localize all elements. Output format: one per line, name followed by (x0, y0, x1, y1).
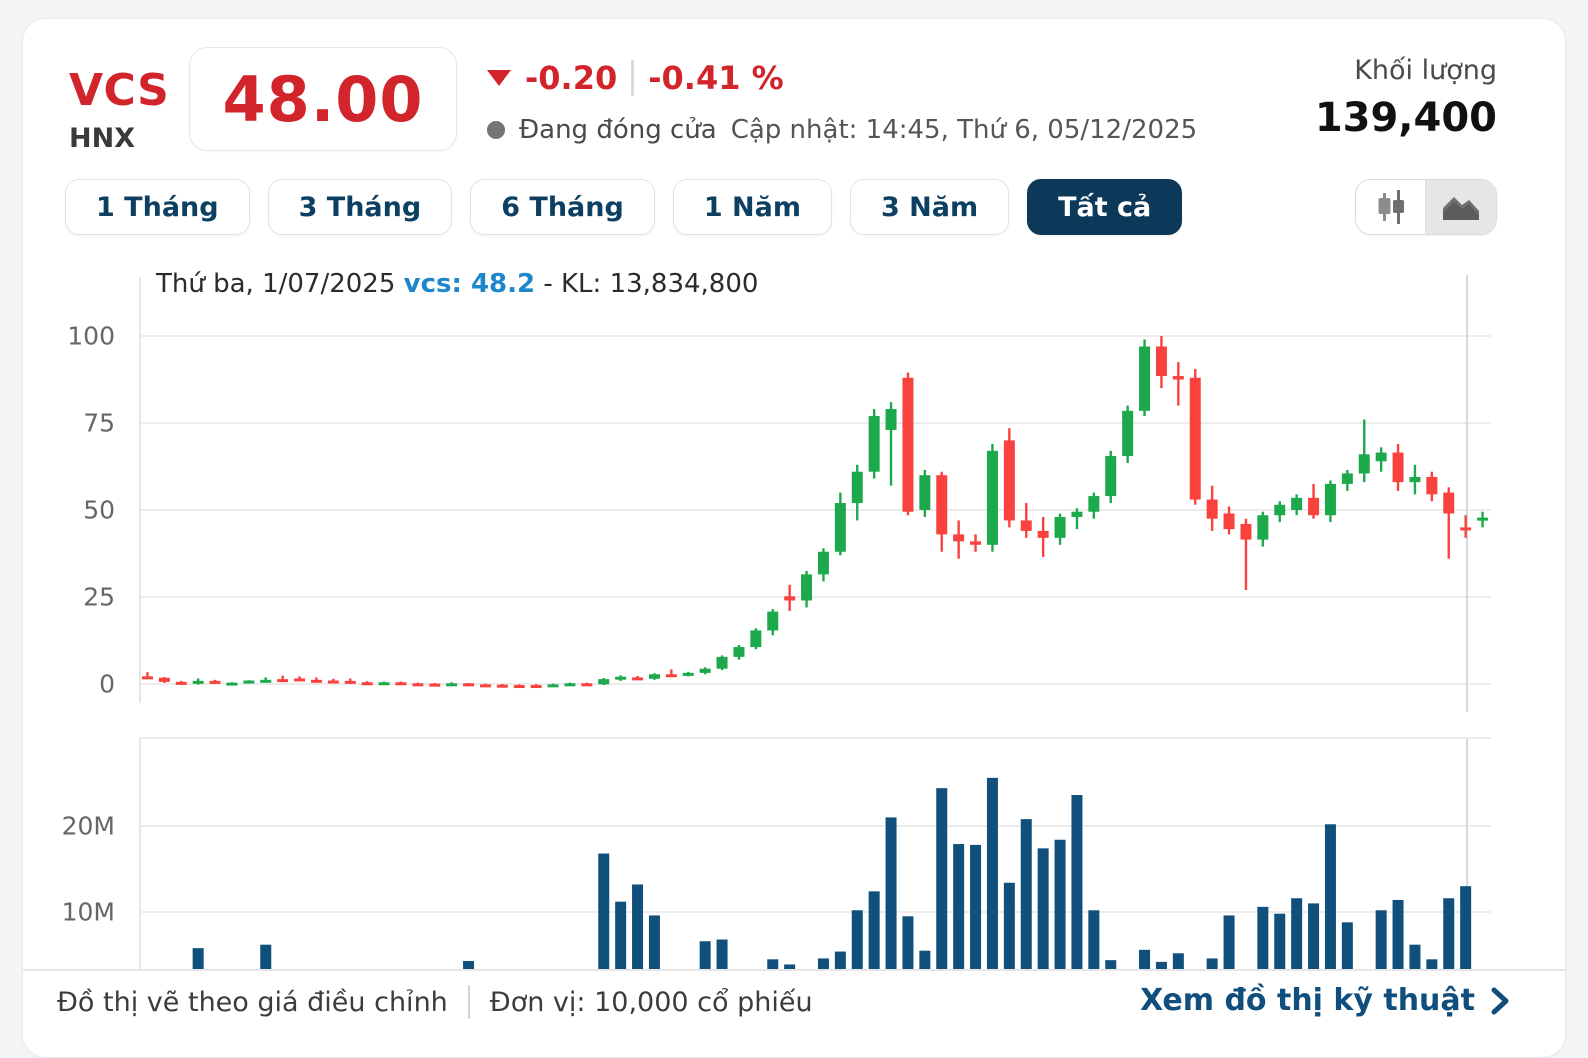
range-button-4[interactable]: 3 Năm (849, 179, 1010, 235)
change-divider (631, 60, 635, 96)
adjusted-price-note: Đồ thị vẽ theo giá điều chỉnh (57, 986, 448, 1018)
tooltip-symbol-price: vcs: 48.2 (403, 269, 536, 299)
volume-label: Khối lượng (1354, 55, 1497, 86)
price-tick-50: 50 (83, 495, 115, 525)
volume-value: 139,400 (1314, 95, 1497, 141)
unit-note: Đơn vị: 10,000 cổ phiếu (489, 986, 813, 1018)
chart-tooltip: Thứ ba, 1/07/2025 vcs: 48.2 - KL: 13,834… (156, 269, 758, 299)
chart-type-toggle (1355, 179, 1497, 235)
price-tick-75: 75 (83, 408, 115, 438)
range-button-1[interactable]: 3 Tháng (267, 179, 453, 235)
price-tick-25: 25 (83, 582, 115, 612)
range-button-group: 1 Tháng 3 Tháng 6 Tháng 1 Năm 3 Năm Tất cả (65, 179, 1183, 235)
tooltip-volume: - KL: 13,834,800 (543, 269, 759, 299)
last-updated: Cập nhật: 14:45, Thứ 6, 05/12/2025 (730, 115, 1198, 145)
volume-tick-20M: 20M (61, 811, 115, 841)
candlestick-icon (1378, 190, 1404, 224)
chevron-right-icon (1491, 987, 1509, 1014)
market-status-row: Đang đóng cửa Cập nhật: 14:45, Thứ 6, 05… (487, 115, 1197, 145)
footer-notes: Đồ thị vẽ theo giá điều chỉnh Đơn vị: 10… (57, 985, 813, 1019)
price-change-percent: -0.41 % (648, 59, 784, 97)
volume-tick-10M: 10M (61, 897, 115, 927)
price-candlestick-chart[interactable] (139, 257, 1491, 721)
footer-note-divider (467, 985, 470, 1019)
ticker-symbol: VCS (69, 65, 170, 116)
area-chart-button[interactable] (1426, 180, 1496, 234)
current-price-box: 48.00 (189, 47, 457, 151)
price-tick-100: 100 (67, 321, 115, 351)
tooltip-date: Thứ ba, 1/07/2025 (156, 269, 396, 299)
footer-divider (23, 969, 1567, 971)
price-change-row: -0.20 -0.41 % (487, 59, 784, 97)
area-chart-icon (1443, 197, 1479, 220)
triangle-down-icon (487, 70, 511, 86)
price-tick-0: 0 (99, 669, 115, 699)
technical-chart-link-label: Xem đồ thị kỹ thuật (1140, 983, 1475, 1018)
technical-chart-link[interactable]: Xem đồ thị kỹ thuật (1140, 983, 1511, 1018)
exchange-label: HNX (69, 123, 136, 154)
candlestick-chart-button[interactable] (1356, 180, 1426, 234)
volume-bar-chart[interactable] (139, 737, 1491, 969)
range-button-3[interactable]: 1 Năm (672, 179, 832, 235)
range-button-5[interactable]: Tất cả (1027, 179, 1183, 235)
range-button-2[interactable]: 6 Tháng (470, 179, 655, 235)
market-status-dot-icon (487, 121, 505, 139)
price-change: -0.20 (525, 59, 618, 97)
stock-chart-card: VCS HNX 48.00 -0.20 -0.41 % Đang đóng cử… (22, 18, 1567, 1058)
market-status: Đang đóng cửa (519, 115, 717, 145)
current-price: 48.00 (222, 62, 424, 136)
range-button-0[interactable]: 1 Tháng (65, 179, 250, 235)
